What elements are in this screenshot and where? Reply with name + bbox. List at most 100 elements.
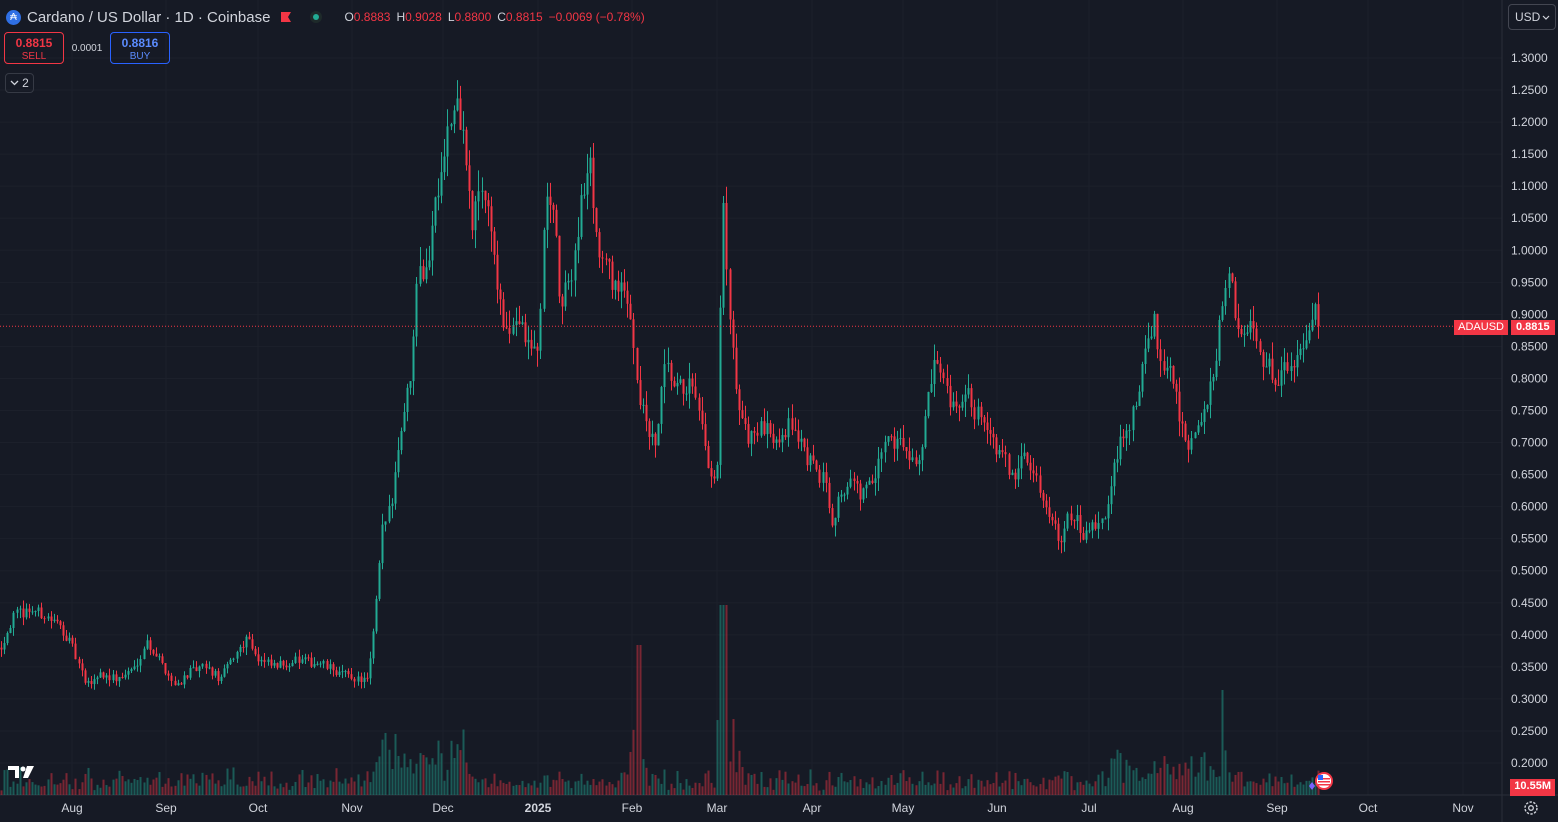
volume-bar [1187,768,1190,795]
candle-body [536,346,539,351]
candle-body [524,322,527,343]
volume-bar [601,779,604,795]
settings-gear-icon[interactable] [1522,799,1540,817]
sell-button[interactable]: 0.8815 SELL [4,32,64,64]
economic-event-icon[interactable] [1306,770,1338,792]
indicators-toggle-button[interactable]: 2 [5,73,34,93]
candle-body [127,671,130,675]
volume-bar [9,786,12,795]
volume-bar [471,776,474,795]
volume-bar [939,783,942,795]
volume-bar [868,784,871,795]
ohlc-values: O 0.8883 H 0.9028 L 0.8800 C 0.8815 −0.0069 … [344,10,650,24]
volume-bar [853,776,856,795]
candle-body [911,457,914,461]
currency-select[interactable]: USD [1508,4,1556,30]
candle-body [871,480,874,484]
volume-bar [831,785,834,795]
candle-body [484,190,487,201]
volume-bar [623,772,626,795]
volume-bar [679,783,682,795]
volume-bar [505,783,508,795]
volume-bar [958,776,961,795]
volume-bar [673,788,676,795]
volume-bar [205,774,208,795]
volume-bar [1128,765,1131,795]
volume-bar [62,779,65,795]
candle-body [1187,440,1190,450]
volume-bar [174,785,177,795]
price-tag-value: 0.8815 [1511,320,1555,335]
volume-bar [440,753,443,795]
y-tick-label: 0.3000 [1511,692,1548,706]
cardano-icon[interactable]: ₳ [6,9,21,25]
flag-icon[interactable] [280,11,292,23]
volume-bar [350,777,353,795]
volume-bar [260,781,263,795]
candle-body [626,290,629,304]
volume-bar [298,774,301,795]
volume-bar [50,773,53,795]
volume-bar [425,757,428,795]
candle-body [431,225,434,261]
volume-bar [580,773,583,795]
tradingview-logo-icon[interactable] [8,764,40,780]
candle-body [403,411,406,432]
volume-bar [1243,786,1246,795]
candle-body [958,406,961,408]
symbol-title[interactable]: Cardano / US Dollar · 1D · Coinbase [27,8,271,26]
candle-body [87,681,90,683]
candle-body [952,401,955,408]
volume-bar [704,773,707,795]
volume-bar [1224,750,1227,795]
candle-body [701,410,704,425]
candle-body [809,455,812,466]
volume-bar [226,768,229,795]
volume-bar [1073,790,1076,795]
spread-value: 0.0001 [71,42,103,54]
volume-bar [294,781,297,795]
buy-button[interactable]: 0.8816 BUY [110,32,170,64]
volume-tag: 10.55M [1510,779,1555,796]
volume-bar [1001,782,1004,795]
candle-body [515,321,518,326]
candle-body [267,659,270,662]
candle-body [1203,409,1206,422]
candle-body [217,671,220,682]
volume-bar [750,774,753,795]
candle-body [1314,304,1317,320]
candle-body [546,196,549,230]
volume-bar [586,780,589,795]
volume-bar [19,767,22,795]
volume-bar [484,778,487,795]
candle-body [1252,321,1255,329]
candle-body [251,639,254,649]
volume-bar [357,774,360,795]
volume-bar [285,782,288,795]
volume-bar [806,783,809,795]
volume-bar [930,785,933,795]
candle-body [930,383,933,392]
candle-body [549,196,552,205]
volume-bar [1305,780,1308,795]
volume-bar [614,787,617,795]
candle-body [322,660,325,664]
candle-body [31,611,34,613]
candle-body [471,190,474,231]
candle-body [0,647,3,650]
volume-bar [99,787,102,795]
volume-bar [239,786,242,795]
high-label: H [396,10,406,24]
volume-bar [304,787,307,795]
volume-bar [1156,773,1159,795]
candle-body [1249,321,1252,333]
volume-bar [375,762,378,795]
candle-body [527,339,530,343]
candle-body [868,480,871,485]
candle-body [1014,472,1017,480]
volume-bar [527,783,530,795]
candle-body [967,388,970,395]
candle-body [270,659,273,666]
market-status-icon[interactable] [310,11,323,23]
